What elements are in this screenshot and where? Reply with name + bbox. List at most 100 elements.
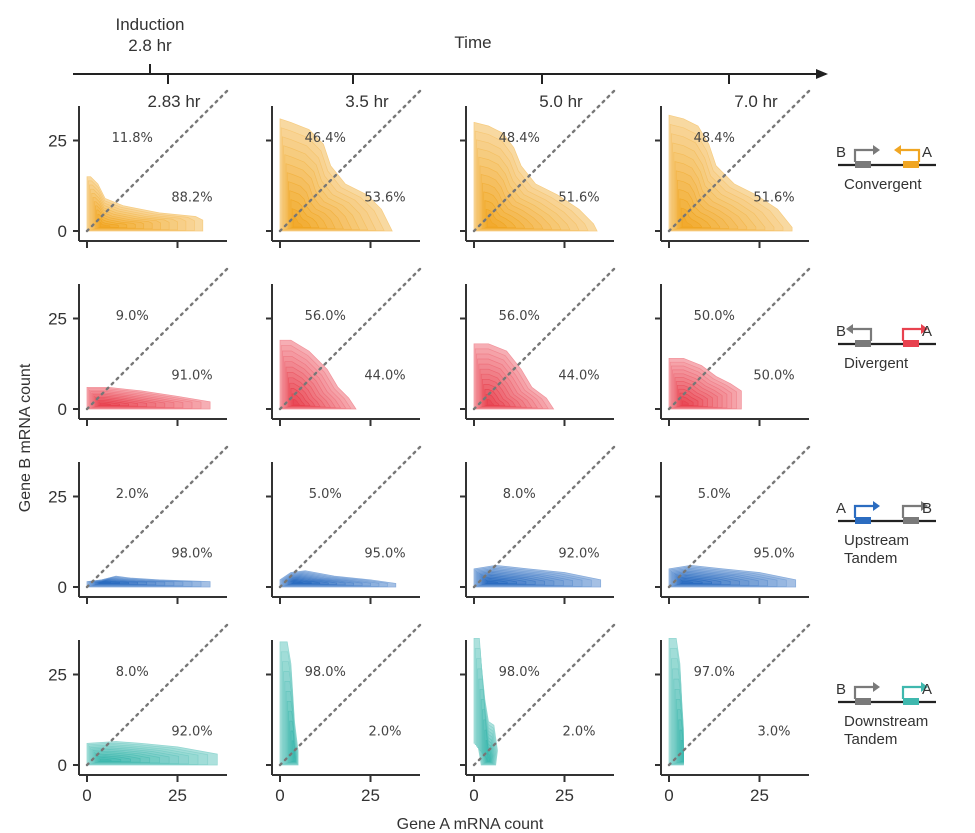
promoter-arrow — [901, 685, 921, 699]
lower-percent: 51.6% — [558, 191, 599, 206]
lower-percent: 95.0% — [753, 547, 794, 562]
lower-percent: 2.0% — [562, 725, 595, 740]
y-tick-label: 25 — [48, 310, 67, 329]
promoter-arrow — [901, 504, 921, 518]
diagonal-line — [278, 88, 423, 233]
schematic-label: Tandem — [844, 550, 897, 567]
density-contour — [681, 216, 693, 228]
diagonal-line — [85, 88, 230, 233]
upper-percent: 11.8% — [112, 131, 153, 146]
x-tick-label: 25 — [168, 786, 187, 805]
x-tick-label: 0 — [469, 786, 478, 805]
schematic-label: Divergent — [844, 355, 909, 372]
gene-a-box — [855, 517, 871, 524]
arrow-right-icon — [873, 501, 880, 511]
panel-upstream_tandem-3: 8.0% 92.0% — [460, 444, 617, 604]
schematic-label: Convergent — [844, 176, 922, 193]
upper-percent: 56.0% — [305, 309, 346, 324]
density-contour — [292, 398, 301, 406]
arrow-right-icon — [873, 145, 880, 155]
gene-b-box — [855, 340, 871, 347]
panel-grid: 0 25 11.8% 88.2% 2.83 hr 46.4% 53.6% 3.5 hr 48.4… — [48, 88, 812, 805]
density-contour — [99, 402, 111, 406]
gene-a-letter: A — [922, 323, 932, 340]
diagonal-line — [667, 88, 812, 233]
time-label: Time — [454, 33, 491, 52]
gene-b-box — [903, 517, 919, 524]
panel-upstream_tandem-4: 5.0% 95.0% — [655, 444, 812, 604]
gene-a-box — [903, 161, 919, 168]
panel-upstream_tandem-2: 5.0% 95.0% — [266, 444, 423, 604]
upper-percent: 48.4% — [694, 131, 735, 146]
density-contour — [486, 399, 495, 406]
x-tick-label: 0 — [82, 786, 91, 805]
lower-percent: 92.0% — [558, 547, 599, 562]
gene-b-box — [855, 161, 871, 168]
panel-upstream_tandem-1: 0 25 2.0% 98.0% — [48, 444, 230, 604]
density-contour — [292, 750, 296, 762]
lower-percent: 44.0% — [558, 369, 599, 384]
density-contour — [99, 758, 112, 762]
upper-percent: 5.0% — [698, 487, 731, 502]
gene-a-letter: A — [922, 681, 932, 698]
panel-convergent-4: 48.4% 51.6% 7.0 hr — [655, 88, 812, 248]
arrow-left-icon — [846, 324, 853, 334]
panel-convergent-2: 46.4% 53.6% 3.5 hr — [266, 88, 423, 248]
schematic-label: Tandem — [844, 731, 897, 748]
schematic-label: Downstream — [844, 713, 928, 730]
x-tick-label: 0 — [664, 786, 673, 805]
density-contour — [99, 222, 111, 228]
upper-percent: 46.4% — [305, 131, 346, 146]
density-contour — [486, 217, 499, 228]
panel-downstream_tandem-2: 0 25 98.0% 2.0% — [266, 622, 423, 805]
panel-downstream_tandem-1: 0 25 0 25 8.0% 92.0% — [48, 622, 230, 805]
promoter-arrow — [853, 148, 873, 162]
upper-percent: 5.0% — [309, 487, 342, 502]
diagonal-line — [667, 266, 812, 411]
diagonal-line — [278, 444, 423, 589]
density-contour — [681, 580, 694, 584]
upper-percent: 8.0% — [503, 487, 536, 502]
lower-percent: 92.0% — [171, 725, 212, 740]
x-tick-label: 25 — [750, 786, 769, 805]
gene-a-box — [903, 698, 919, 705]
gene-a-letter: A — [922, 144, 932, 161]
x-axis-label: Gene A mRNA count — [397, 816, 544, 833]
y-tick-label: 0 — [58, 578, 67, 597]
diagonal-line — [667, 622, 812, 767]
induction-label: Induction — [116, 15, 185, 34]
timeline: Induction 2.8 hr Time — [73, 15, 828, 84]
panel-divergent-1: 0 25 9.0% 91.0% — [48, 266, 230, 426]
diagonal-line — [667, 444, 812, 589]
lower-percent: 2.0% — [368, 725, 401, 740]
lower-percent: 44.0% — [364, 369, 405, 384]
column-header: 3.5 hr — [345, 92, 389, 111]
lower-percent: 91.0% — [171, 369, 212, 384]
panel-divergent-4: 50.0% 50.0% — [655, 266, 812, 426]
gene-a-box — [903, 340, 919, 347]
y-tick-label: 0 — [58, 756, 67, 775]
lower-percent: 53.6% — [364, 191, 405, 206]
upper-percent: 56.0% — [499, 309, 540, 324]
y-tick-label: 0 — [58, 222, 67, 241]
diagonal-line — [85, 444, 230, 589]
density-contour — [486, 750, 490, 762]
arrow-right-icon — [921, 501, 928, 511]
arrow-right-icon — [921, 682, 928, 692]
panel-downstream_tandem-3: 0 25 98.0% 2.0% — [460, 622, 617, 805]
lower-percent: 3.0% — [757, 725, 790, 740]
diagonal-line — [278, 266, 423, 411]
gene-b-letter: B — [836, 144, 846, 161]
promoter-arrow — [901, 148, 921, 162]
induction-time-label: 2.8 hr — [128, 36, 172, 55]
y-tick-label: 25 — [48, 488, 67, 507]
panel-downstream_tandem-4: 0 25 97.0% 3.0% — [655, 622, 812, 805]
x-tick-label: 25 — [555, 786, 574, 805]
gene-a-letter: A — [836, 500, 846, 517]
upper-percent: 48.4% — [499, 131, 540, 146]
gene-b-letter: B — [922, 500, 932, 517]
